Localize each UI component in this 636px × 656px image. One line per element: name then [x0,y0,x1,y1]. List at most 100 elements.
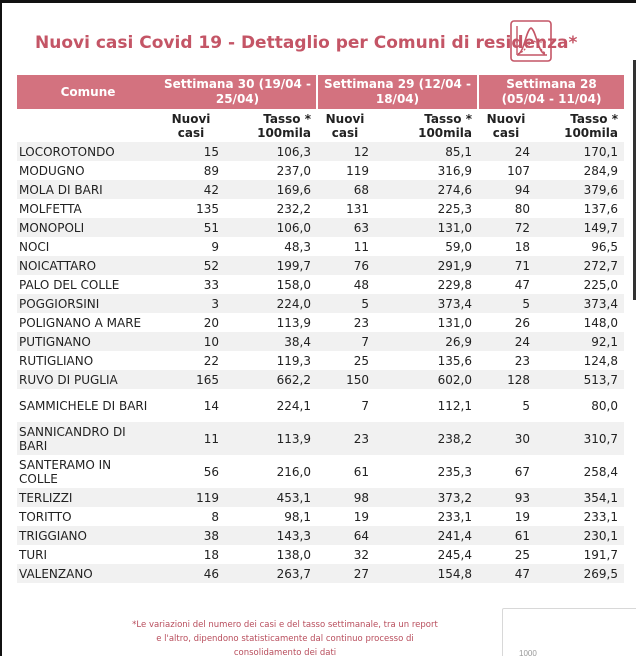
new-cases-cell: 3 [159,294,225,313]
table-row: TRIGGIANO 38 143,3 64 241,4 61 230,1 [17,526,624,545]
new-cases-cell: 5 [478,294,536,313]
comune-name-cell: TRIGGIANO [17,526,159,545]
new-cases-cell: 24 [478,332,536,351]
table-row: TURI 18 138,0 32 245,4 25 191,7 [17,545,624,564]
table-row: PALO DEL COLLE 33 158,0 48 229,8 47 225,0 [17,275,624,294]
rate-cell: 238,2 [375,422,478,455]
new-cases-cell: 165 [159,370,225,389]
new-cases-cell: 14 [159,389,225,422]
new-cases-cell: 131 [317,199,375,218]
new-cases-cell: 98 [317,488,375,507]
table-row: SAMMICHELE DI BARI 14 224,1 7 112,1 5 80,0 [17,389,624,422]
new-cases-cell: 23 [317,313,375,332]
table-row: POGGIORSINI 3 224,0 5 373,4 5 373,4 [17,294,624,313]
rate-cell: 124,8 [536,351,624,370]
rate-cell: 258,4 [536,455,624,488]
table-row: TERLIZZI 119 453,1 98 373,2 93 354,1 [17,488,624,507]
rate-cell: 224,1 [225,389,317,422]
table-row: SANTERAMO IN COLLE 56 216,0 61 235,3 67 258,4 [17,455,624,488]
rate-cell: 80,0 [536,389,624,422]
comune-name-cell: PALO DEL COLLE [17,275,159,294]
table-row: MOLA DI BARI 42 169,6 68 274,6 94 379,6 [17,180,624,199]
comune-name-cell: TURI [17,545,159,564]
comune-name-cell: POGGIORSINI [17,294,159,313]
rate-cell: 602,0 [375,370,478,389]
new-cases-cell: 15 [159,142,225,161]
rate-cell: 225,3 [375,199,478,218]
comune-name-cell: VALENZANO [17,564,159,583]
rate-cell: 143,3 [225,526,317,545]
rate-cell: 662,2 [225,370,317,389]
rate-cell: 235,3 [375,455,478,488]
rate-cell: 98,1 [225,507,317,526]
new-cases-cell: 64 [317,526,375,545]
new-cases-cell: 38 [159,526,225,545]
rate-cell: 106,3 [225,142,317,161]
header-week-30: Settimana 30 (19/04 - 25/04) [159,75,317,109]
rate-cell: 241,4 [375,526,478,545]
rate-cell: 92,1 [536,332,624,351]
new-cases-cell: 20 [159,313,225,332]
rate-cell: 237,0 [225,161,317,180]
right-edge-strip [633,60,636,300]
rate-cell: 224,0 [225,294,317,313]
comune-name-cell: SAMMICHELE DI BARI [17,389,159,422]
new-cases-cell: 19 [317,507,375,526]
table-row: RUTIGLIANO 22 119,3 25 135,6 23 124,8 [17,351,624,370]
rate-cell: 106,0 [225,218,317,237]
new-cases-cell: 89 [159,161,225,180]
rate-cell: 225,0 [536,275,624,294]
rate-cell: 154,8 [375,564,478,583]
new-cases-cell: 128 [478,370,536,389]
rate-cell: 230,1 [536,526,624,545]
new-cases-cell: 32 [317,545,375,564]
new-cases-cell: 135 [159,199,225,218]
comune-name-cell: MOLFETTA [17,199,159,218]
rate-cell: 113,9 [225,313,317,332]
left-border [0,0,2,656]
new-cases-cell: 26 [478,313,536,332]
partial-chart-panel: 1000 [502,608,636,656]
new-cases-cell: 150 [317,370,375,389]
rate-cell: 274,6 [375,180,478,199]
new-cases-cell: 46 [159,564,225,583]
comune-name-cell: NOCI [17,237,159,256]
comune-name-cell: SANNICANDRO DI BARI [17,422,159,455]
subheader-rate: Tasso * 100mila [418,112,472,140]
rate-cell: 135,6 [375,351,478,370]
new-cases-cell: 80 [478,199,536,218]
new-cases-cell: 76 [317,256,375,275]
comune-name-cell: MONOPOLI [17,218,159,237]
new-cases-cell: 25 [478,545,536,564]
new-cases-cell: 5 [478,389,536,422]
rate-cell: 85,1 [375,142,478,161]
new-cases-cell: 72 [478,218,536,237]
new-cases-cell: 5 [317,294,375,313]
rate-cell: 149,7 [536,218,624,237]
comune-name-cell: POLIGNANO A MARE [17,313,159,332]
new-cases-cell: 23 [317,422,375,455]
rate-cell: 453,1 [225,488,317,507]
new-cases-cell: 7 [317,332,375,351]
new-cases-cell: 23 [478,351,536,370]
table-row: SANNICANDRO DI BARI 11 113,9 23 238,2 30 310,7 [17,422,624,455]
rate-cell: 232,2 [225,199,317,218]
table-subheader-row: Nuovi casi Tasso * 100mila Nuovi casi Ta… [17,109,624,142]
rate-cell: 233,1 [536,507,624,526]
new-cases-cell: 7 [317,389,375,422]
table-row: NOICATTARO 52 199,7 76 291,9 71 272,7 [17,256,624,275]
new-cases-cell: 67 [478,455,536,488]
new-cases-cell: 22 [159,351,225,370]
header-week-29: Settimana 29 (12/04 - 18/04) [316,75,478,109]
new-cases-cell: 18 [478,237,536,256]
table-header-row: Comune Settimana 30 (19/04 - 25/04) Sett… [17,75,624,109]
comune-name-cell: MODUGNO [17,161,159,180]
covid-cases-table: Comune Settimana 30 (19/04 - 25/04) Sett… [17,75,624,583]
rate-cell: 48,3 [225,237,317,256]
rate-cell: 513,7 [536,370,624,389]
subheader-cases: Nuovi casi [171,112,211,140]
rate-cell: 284,9 [536,161,624,180]
table-row: LOCOROTONDO 15 106,3 12 85,1 24 170,1 [17,142,624,161]
rate-cell: 316,9 [375,161,478,180]
rate-cell: 169,6 [225,180,317,199]
